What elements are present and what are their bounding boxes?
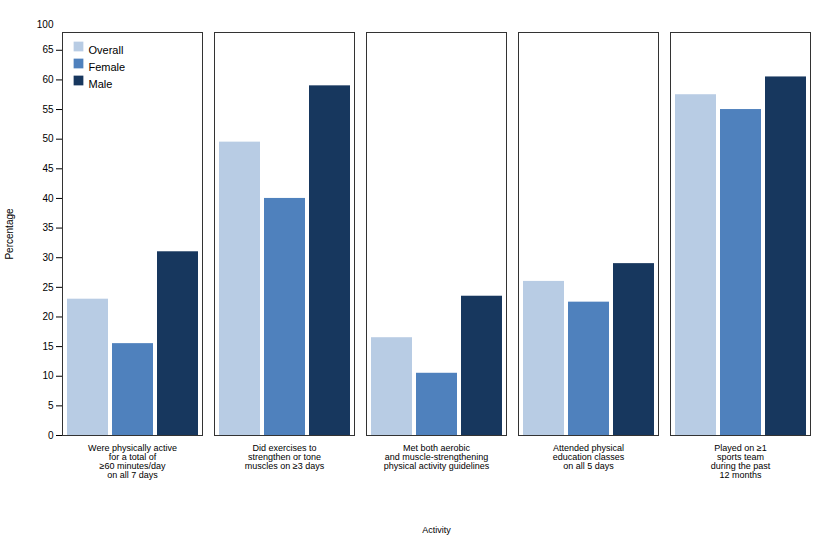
svg-text:40: 40 xyxy=(42,193,54,204)
svg-text:Met both aerobicand muscle-str: Met both aerobicand muscle-strengthening… xyxy=(384,443,490,471)
svg-text:60: 60 xyxy=(42,74,54,85)
svg-text:50: 50 xyxy=(42,133,54,144)
svg-text:Percentage: Percentage xyxy=(4,208,15,260)
svg-text:30: 30 xyxy=(42,252,54,263)
svg-text:Activity: Activity xyxy=(422,525,451,535)
svg-text:Female: Female xyxy=(89,61,126,73)
svg-text:65: 65 xyxy=(42,44,54,55)
svg-text:0: 0 xyxy=(48,430,54,441)
svg-text:Male: Male xyxy=(89,78,113,90)
svg-text:Overall: Overall xyxy=(89,44,124,56)
svg-text:35: 35 xyxy=(42,222,54,233)
svg-text:100: 100 xyxy=(37,19,54,30)
svg-text:10: 10 xyxy=(42,370,54,381)
svg-text:20: 20 xyxy=(42,311,54,322)
svg-text:45: 45 xyxy=(42,163,54,174)
svg-text:5: 5 xyxy=(48,400,54,411)
svg-text:Attended physicaleducation cla: Attended physicaleducation classeson all… xyxy=(553,443,625,471)
svg-text:15: 15 xyxy=(42,341,54,352)
svg-text:Played on ≥1sports teamduring: Played on ≥1sports teamduring the past12… xyxy=(711,443,771,480)
svg-text:55: 55 xyxy=(42,104,54,115)
svg-text:Did exercises tostrengthen or: Did exercises tostrengthen or tonemuscle… xyxy=(245,443,325,471)
svg-text:25: 25 xyxy=(42,282,54,293)
svg-text:Were physically activefor a to: Were physically activefor a total of≥60 … xyxy=(88,443,177,480)
